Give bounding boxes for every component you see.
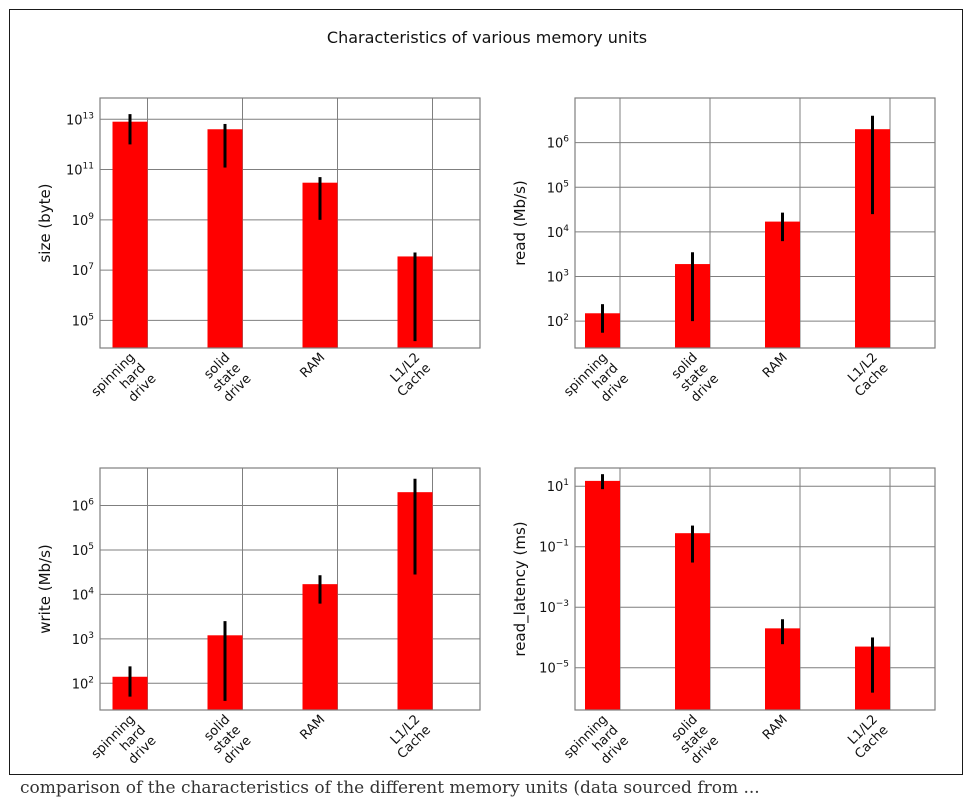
axes-frame xyxy=(99,97,481,349)
x-tick-label: solidstatedrive xyxy=(667,350,722,405)
figure-caption: comparison of the characteristics of the… xyxy=(20,778,760,798)
bar: RAM: 17000 xyxy=(302,584,338,710)
x-tick-label: spinningharddrive xyxy=(561,350,632,421)
chart-panel-4: 10−5 10−3 10−1 101 spinning hard drive: 15 so… xyxy=(511,467,936,783)
y-tick-label: 10−5 xyxy=(539,660,569,677)
y-tick-label: 1013 xyxy=(66,111,94,128)
axes-frame xyxy=(574,97,936,349)
x-tick-label: solidstatedrive xyxy=(667,712,722,767)
y-tick-label: 105 xyxy=(72,542,94,559)
y-tick-label: 104 xyxy=(547,224,570,241)
bar: solid state drive: 0.28 xyxy=(675,533,710,710)
x-tick-label: L1/L2Cache xyxy=(384,350,434,400)
y-tick-label: 105 xyxy=(72,312,94,329)
bar: spinning hard drive: 8000000000000 xyxy=(112,121,148,349)
axes-frame xyxy=(99,467,481,711)
y-tick-label: 104 xyxy=(72,586,95,603)
y-tick-label: 1011 xyxy=(66,162,94,179)
y-tick-label: 106 xyxy=(547,135,570,152)
y-tick-label: 105 xyxy=(547,179,569,196)
y-tick-label: 109 xyxy=(72,212,95,229)
chart-panel-1: 105 107 109 1011 1013 spinning hard drive: 80… xyxy=(36,97,481,421)
x-tick-label: L1/L2Cache xyxy=(842,712,892,762)
bar: spinning hard drive: 15 xyxy=(585,480,620,710)
figure-title: Characteristics of various memory units xyxy=(326,28,648,47)
y-tick-label: 102 xyxy=(547,313,569,330)
bar: RAM: 17000 xyxy=(765,221,800,348)
y-tick-label: 10−1 xyxy=(539,539,569,556)
x-tick-label: L1/L2Cache xyxy=(842,350,892,400)
y-axis-label: write (Mb/s) xyxy=(36,544,54,634)
y-tick-label: 107 xyxy=(72,262,94,279)
axes-frame xyxy=(574,467,936,711)
x-tick-label: solidstatedrive xyxy=(199,350,254,405)
y-tick-label: 102 xyxy=(72,675,94,692)
y-tick-label: 101 xyxy=(547,478,569,495)
y-tick-label: 106 xyxy=(72,498,95,515)
figure-frame xyxy=(9,9,963,775)
x-tick-label: spinningharddrive xyxy=(89,712,160,783)
x-tick-label: RAM xyxy=(297,350,328,381)
x-tick-label: spinningharddrive xyxy=(89,350,160,421)
y-axis-label: size (byte) xyxy=(36,183,54,262)
y-tick-label: 103 xyxy=(72,631,94,648)
y-axis-label: read (Mb/s) xyxy=(511,180,529,266)
x-tick-label: RAM xyxy=(760,712,791,743)
y-axis-label: read_latency (ms) xyxy=(511,521,530,656)
x-tick-label: L1/L2Cache xyxy=(384,712,434,762)
x-tick-label: RAM xyxy=(760,350,791,381)
y-tick-label: 103 xyxy=(547,269,569,286)
x-tick-label: RAM xyxy=(297,712,328,743)
x-tick-label: spinningharddrive xyxy=(561,712,632,783)
x-tick-label: solidstatedrive xyxy=(199,712,254,767)
y-tick-label: 10−3 xyxy=(539,599,569,616)
